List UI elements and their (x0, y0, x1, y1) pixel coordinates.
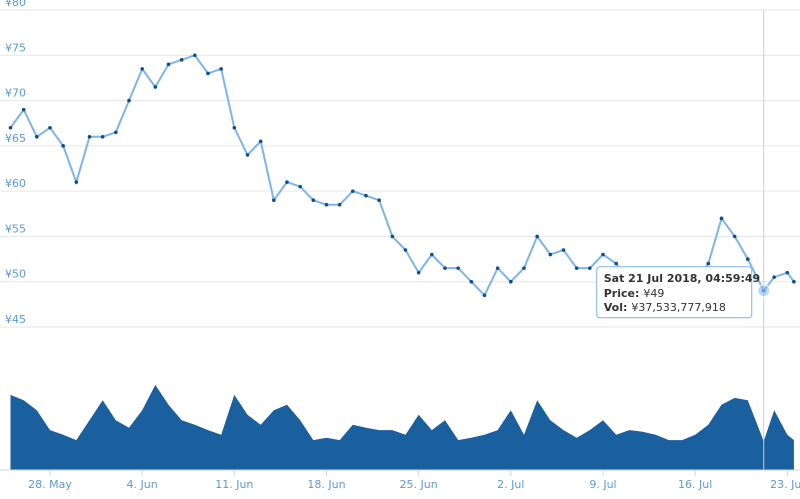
tooltip-text: ¥37,533,777,918 (631, 301, 725, 314)
x-tick-label: 4. Jun (127, 478, 158, 491)
tooltip-text: Vol: (604, 301, 628, 314)
price-point (601, 252, 605, 257)
price-point (140, 67, 144, 71)
price-point (298, 184, 302, 189)
price-point (495, 266, 500, 270)
price-point (127, 98, 131, 103)
y-tick-label: ¥65 (5, 132, 26, 145)
price-point (522, 266, 526, 270)
x-tick-label: 28. May (28, 478, 72, 491)
price-point (48, 125, 52, 130)
price-point (482, 293, 487, 298)
price-point (35, 135, 39, 139)
price-point (456, 266, 460, 270)
price-point (535, 234, 539, 239)
price-point (377, 198, 381, 202)
price-point (272, 198, 276, 202)
price-point (285, 180, 289, 184)
x-tick-label: 9. Jul (589, 478, 616, 491)
price-point (706, 261, 711, 266)
price-point (614, 261, 618, 266)
tooltip-row: Price: ¥49 (604, 287, 665, 300)
price-point (364, 193, 368, 198)
price-point (337, 202, 342, 207)
price-point (443, 266, 447, 270)
tooltip-box (596, 266, 753, 319)
tooltip-row: Sat 21 Jul 2018, 04:59:49 (604, 272, 760, 285)
price-point (324, 202, 329, 207)
y-tick-label: ¥50 (5, 268, 26, 281)
price-point (746, 257, 750, 261)
hover-point (757, 284, 771, 298)
tooltip-text: Sat 21 Jul 2018, 04:59:49 (604, 272, 760, 285)
price-point (561, 248, 566, 252)
y-tick-label: ¥75 (5, 41, 26, 54)
price-point (588, 266, 592, 270)
y-tick-label: ¥45 (5, 313, 26, 326)
x-tick-label: 23. Jul (770, 478, 800, 491)
price-point (732, 234, 737, 239)
price-line (9, 54, 795, 298)
x-tick-label: 11. Jun (215, 478, 253, 491)
price-point (390, 234, 395, 239)
price-point (206, 71, 210, 76)
price-point (772, 275, 776, 279)
price-point (416, 270, 421, 275)
price-point (258, 139, 263, 144)
x-tick-label: 25. Jun (400, 478, 438, 491)
price-point (430, 252, 434, 257)
price-point (785, 270, 790, 275)
price-point (21, 107, 26, 112)
price-point (87, 135, 92, 139)
tooltip-text: Price: (604, 287, 640, 300)
x-tick-label: 16. Jul (678, 478, 712, 491)
y-tick-label: ¥60 (5, 177, 26, 190)
price-point (74, 180, 79, 184)
price-point (232, 125, 237, 130)
price-point (114, 130, 118, 135)
x-tick-label: 18. Jun (307, 478, 345, 491)
price-point (792, 279, 796, 284)
y-tick-label: ¥55 (5, 222, 26, 235)
price-point (351, 189, 355, 193)
tooltip-text: ¥49 (643, 287, 664, 300)
y-tick-label: ¥80 (5, 0, 26, 9)
price-point (100, 135, 105, 139)
price-point (719, 216, 724, 221)
volume-area (10, 384, 794, 470)
price-point (179, 58, 184, 62)
price-point (166, 62, 171, 67)
price-point (245, 153, 250, 157)
price-point (153, 85, 158, 89)
tooltip-row: Vol: ¥37,533,777,918 (604, 301, 726, 314)
price-point (548, 252, 553, 257)
y-tick-label: ¥70 (5, 87, 26, 100)
price-point (219, 67, 223, 71)
price-point (61, 144, 65, 148)
price-point (469, 279, 474, 284)
price-point (509, 279, 513, 284)
price-point (574, 266, 579, 270)
price-point (403, 248, 408, 252)
price-point (8, 125, 13, 130)
price-point (193, 53, 197, 58)
x-tick-label: 2. Jul (497, 478, 524, 491)
price-point (311, 198, 316, 202)
